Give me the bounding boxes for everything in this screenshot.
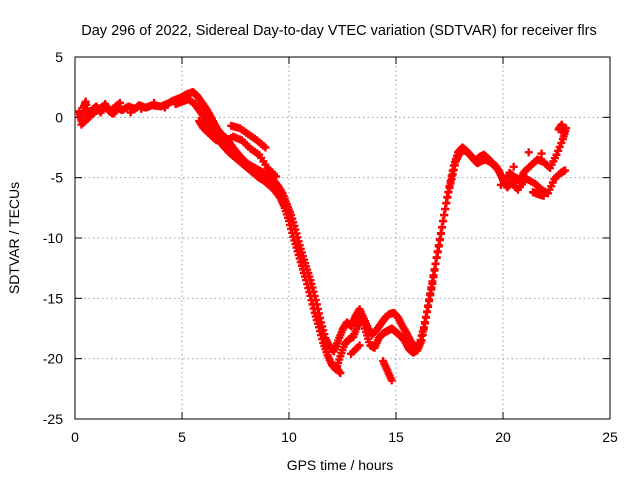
data-point [318, 335, 327, 344]
data-point [270, 170, 279, 179]
data-point [386, 373, 395, 382]
x-tick-label: 25 [602, 429, 618, 445]
data-point [524, 148, 533, 157]
y-tick-labels: -25 -20 -15 -10 -5 0 5 [43, 49, 63, 427]
data-point [335, 367, 344, 376]
data-point [353, 343, 362, 352]
y-tick-label: -15 [43, 290, 63, 306]
data-point [416, 338, 425, 347]
data-point [548, 178, 557, 187]
data-point [538, 191, 547, 200]
data-point [301, 272, 310, 281]
x-tick-label: 10 [281, 429, 297, 445]
data-point [450, 161, 459, 170]
axis-ticks [74, 56, 611, 420]
data-point [433, 248, 442, 257]
data-point [352, 324, 361, 333]
data-point [559, 167, 568, 176]
chart-title: Day 296 of 2022, Sidereal Day-to-day VTE… [81, 23, 596, 39]
y-tick-label: -20 [43, 351, 63, 367]
grid-lines [75, 57, 610, 419]
y-tick-label: -5 [51, 170, 64, 186]
data-point [420, 319, 429, 328]
data-point [557, 138, 566, 147]
data-point [288, 228, 297, 237]
x-tick-label: 15 [388, 429, 404, 445]
data-point [283, 213, 292, 222]
y-tick-label: 0 [55, 109, 63, 125]
data-point [235, 135, 244, 144]
data-points [75, 87, 571, 385]
data-point [322, 348, 331, 357]
y-tick-label: -10 [43, 230, 63, 246]
x-tick-labels: 0 5 10 15 20 25 [71, 429, 618, 445]
data-point [438, 223, 447, 232]
data-point [550, 154, 559, 163]
data-point [296, 258, 305, 267]
data-point [425, 295, 434, 304]
data-point [113, 100, 122, 109]
data-point [497, 173, 506, 182]
x-tick-label: 0 [71, 429, 79, 445]
data-point [537, 149, 546, 158]
x-axis-label: GPS time / hours [287, 457, 394, 473]
data-point [337, 328, 346, 337]
data-point [252, 149, 261, 158]
data-point [313, 319, 322, 328]
data-point [442, 199, 451, 208]
data-point [305, 287, 314, 296]
data-point [429, 271, 438, 280]
y-tick-label: -25 [43, 411, 63, 427]
x-tick-label: 20 [495, 429, 511, 445]
data-point [250, 134, 259, 143]
data-point [335, 355, 344, 364]
data-point [261, 160, 270, 169]
data-point [259, 141, 268, 150]
data-point [360, 324, 369, 333]
data-point [244, 142, 253, 151]
data-point [233, 123, 242, 132]
data-point [242, 128, 251, 137]
data-point [559, 126, 568, 135]
y-axis-label: SDTVAR / TECUs [6, 182, 22, 294]
data-point [309, 304, 318, 313]
data-point [333, 339, 342, 348]
x-tick-label: 5 [178, 429, 186, 445]
data-point [279, 201, 288, 210]
data-point [509, 162, 518, 171]
data-point [382, 364, 391, 373]
y-tick-label: 5 [55, 49, 63, 65]
data-point [339, 343, 348, 352]
data-point [292, 243, 301, 252]
data-point [446, 179, 455, 188]
